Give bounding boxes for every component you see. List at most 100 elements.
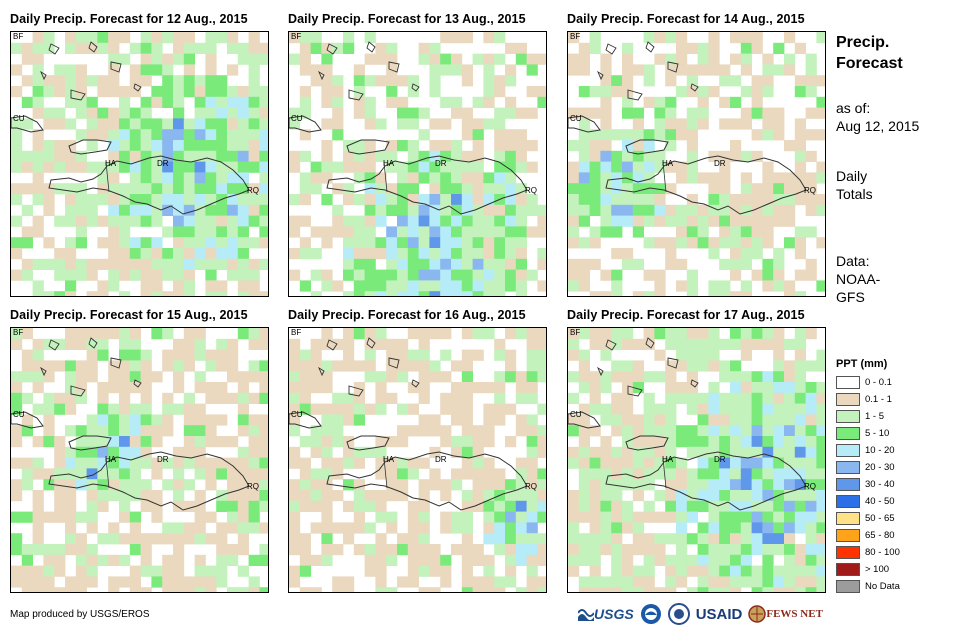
legend-label: 40 - 50 (865, 496, 895, 507)
map-label-ha: HA (105, 159, 117, 168)
map-label-rq: RQ (804, 186, 816, 195)
noaa-logo-icon (640, 604, 661, 624)
precip-grid (289, 328, 546, 592)
asof-date: Aug 12, 2015 (836, 118, 920, 134)
panel-title-6: Daily Precip. Forecast for 17 Aug., 2015 (567, 308, 805, 322)
legend-item: 0.1 - 1 (836, 392, 900, 407)
fewsnet-logo: FEWS NET (748, 605, 823, 623)
legend-swatch (836, 512, 860, 525)
legend-label: > 100 (865, 564, 890, 575)
legend-item: 0 - 0.1 (836, 375, 900, 390)
dhs-seal-icon (667, 603, 690, 625)
coastline-overlay (289, 41, 528, 215)
precip-grid (289, 32, 546, 296)
legend-swatch (836, 546, 860, 559)
legend-item: 80 - 100 (836, 545, 900, 560)
precip-legend: PPT (mm) 0 - 0.1 0.1 - 1 1 - 5 5 - 10 10 - 2… (836, 358, 900, 596)
map-label-ha: HA (105, 455, 117, 464)
map-label-ha: HA (662, 159, 674, 168)
forecast-map-aug15: BF CU HA DR RQ (10, 327, 269, 593)
map-label-bf: BF (291, 328, 302, 337)
map-label-cu: CU (291, 114, 303, 123)
forecast-map-aug13: BF CU HA DR RQ (288, 31, 547, 297)
map-label-dr: DR (714, 455, 726, 464)
legend-label: 20 - 30 (865, 462, 895, 473)
forecast-map-aug12: BF CU HA DR RQ (10, 31, 269, 297)
legend-item: 40 - 50 (836, 494, 900, 509)
legend-label: 30 - 40 (865, 479, 895, 490)
map-label-cu: CU (13, 114, 25, 123)
data-line1: Data: (836, 253, 870, 269)
legend-label: No Data (865, 581, 900, 592)
map-credit: Map produced by USGS/EROS (10, 609, 150, 620)
coastline-overlay (11, 337, 250, 511)
sidebar-data-source: Data: NOAA- GFS (836, 252, 880, 306)
map-label-rq: RQ (525, 186, 537, 195)
sidebar-title-line2: Forecast (836, 55, 903, 72)
map-label-bf: BF (570, 328, 581, 337)
precip-grid (11, 32, 268, 296)
usgs-wave-icon (578, 609, 594, 621)
fewsnet-globe-icon (748, 605, 767, 623)
sidebar-asof: as of: Aug 12, 2015 (836, 99, 919, 135)
coastline-overlay (289, 337, 528, 511)
map-label-dr: DR (714, 159, 726, 168)
legend-swatch (836, 376, 860, 389)
map-label-ha: HA (383, 455, 395, 464)
data-line3: GFS (836, 289, 865, 305)
legend-label: 50 - 65 (865, 513, 895, 524)
legend-item: 30 - 40 (836, 477, 900, 492)
map-label-cu: CU (291, 410, 303, 419)
legend-swatch (836, 444, 860, 457)
map-label-cu: CU (13, 410, 25, 419)
legend-label: 5 - 10 (865, 428, 890, 439)
forecast-map-aug14: BF CU HA DR RQ (567, 31, 826, 297)
legend-swatch (836, 563, 860, 576)
panel-title-5: Daily Precip. Forecast for 16 Aug., 2015 (288, 308, 526, 322)
legend-label: 0.1 - 1 (865, 394, 892, 405)
data-line2: NOAA- (836, 271, 881, 287)
coastline-overlay (11, 41, 250, 215)
map-label-ha: HA (662, 455, 674, 464)
legend-label: 10 - 20 (865, 445, 895, 456)
usgs-logo: USGS (578, 606, 634, 622)
legend-item: 20 - 30 (836, 460, 900, 475)
fewsnet-logo-text: FEWS NET (766, 608, 823, 620)
panel-title-2: Daily Precip. Forecast for 13 Aug., 2015 (288, 12, 526, 26)
map-label-dr: DR (435, 159, 447, 168)
legend-label: 0 - 0.1 (865, 377, 892, 388)
sidebar-title-line1: Precip. (836, 34, 890, 51)
map-label-bf: BF (291, 32, 302, 41)
map-label-bf: BF (13, 32, 24, 41)
usgs-logo-text: USGS (594, 606, 634, 622)
legend-swatch (836, 529, 860, 542)
forecast-map-aug17: BF CU HA DR RQ (567, 327, 826, 593)
totals-line2: Totals (836, 186, 873, 202)
legend-swatch (836, 427, 860, 440)
legend-item: No Data (836, 579, 900, 594)
panel-title-4: Daily Precip. Forecast for 15 Aug., 2015 (10, 308, 248, 322)
legend-swatch (836, 461, 860, 474)
asof-label: as of: (836, 100, 871, 116)
map-label-rq: RQ (525, 482, 537, 491)
coastline-overlay (568, 337, 807, 511)
map-label-bf: BF (570, 32, 581, 41)
legend-item: 5 - 10 (836, 426, 900, 441)
legend-item: 50 - 65 (836, 511, 900, 526)
map-label-ha: HA (383, 159, 395, 168)
precip-grid (11, 328, 268, 592)
legend-item: 10 - 20 (836, 443, 900, 458)
legend-item: 65 - 80 (836, 528, 900, 543)
map-label-cu: CU (570, 114, 582, 123)
totals-line1: Daily (836, 168, 868, 184)
map-label-rq: RQ (247, 482, 259, 491)
legend-swatch (836, 495, 860, 508)
legend-label: 80 - 100 (865, 547, 900, 558)
precip-grid (568, 328, 825, 592)
map-label-rq: RQ (804, 482, 816, 491)
usaid-logo: USAID (696, 606, 743, 623)
coastline-overlay (568, 41, 807, 215)
forecast-map-aug16: BF CU HA DR RQ (288, 327, 547, 593)
legend-swatch (836, 478, 860, 491)
legend-swatch (836, 580, 860, 593)
